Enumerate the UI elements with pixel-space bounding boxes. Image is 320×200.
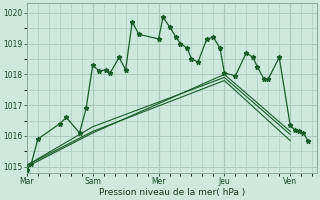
X-axis label: Pression niveau de la mer( hPa ): Pression niveau de la mer( hPa ) [99, 188, 245, 197]
